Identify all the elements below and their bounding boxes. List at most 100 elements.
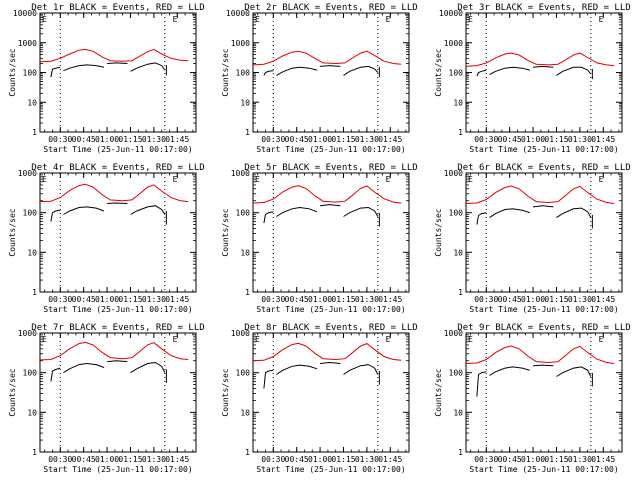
x-axis-label: Start Time (25-Jun-11 00:17:00) [43,305,192,314]
chart-title: Det 4r BLACK = Events, RED = LLD [31,163,204,173]
y-tick-label: 10 [240,98,250,107]
y-tick-label: 1 [458,288,463,297]
x-tick-label: 01:15 [118,455,142,464]
x-tick-label: 01:30 [355,455,379,464]
events-series-line [556,366,592,377]
y-tick-label: 10 [240,408,250,417]
x-tick-label: 00:45 [498,295,522,304]
detector-panel: Det 6r BLACK = Events, RED = LLD 1 10 100 10… [434,163,631,314]
x-tick-label: 01:00 [308,295,332,304]
x-tick-label: 00:30 [474,455,498,464]
x-tick-label: 01:15 [118,295,142,304]
x-axis-label: Start Time (25-Jun-11 00:17:00) [469,305,618,314]
y-tick-label: 100 [236,369,251,378]
events-series-line [63,206,105,215]
corner-flag: E [386,175,391,184]
corner-flag: E [599,15,604,24]
events-series-line [63,64,105,72]
events-series-line [263,70,274,76]
lld-series-line [39,48,189,63]
x-axis-label: Start Time (25-Jun-11 00:17:00) [43,145,192,154]
events-series-line [63,362,105,374]
y-tick-label: 1 [32,128,37,137]
plot-frame [39,12,197,133]
x-tick-label: 01:30 [568,135,592,144]
events-series-line [476,371,487,397]
x-tick-label: 00:30 [48,455,72,464]
x-axis-label: Start Time (25-Jun-11 00:17:00) [256,465,405,474]
corner-flag: E [173,15,178,24]
events-series-line [107,62,128,64]
x-axis-label: Start Time (25-Jun-11 00:17:00) [256,145,405,154]
events-series-line [533,205,554,208]
y-tick-label: 1000 [444,169,463,178]
y-tick-label: 10 [27,98,37,107]
corner-flag: E [173,335,178,344]
x-tick-label: 01:00 [95,135,119,144]
lld-series-line [252,185,402,204]
x-tick-label: 01:00 [308,135,332,144]
plot-frame [465,12,623,133]
y-tick-label: 100 [449,209,464,218]
x-tick-label: 01:15 [118,135,142,144]
x-tick-label: 00:45 [72,455,96,464]
corner-flag: E [255,175,260,184]
x-tick-label: 00:30 [474,295,498,304]
events-series-line [320,65,341,67]
events-series-line [50,367,61,382]
lld-series-line [39,341,189,361]
events-series-line [556,66,592,76]
x-tick-label: 01:45 [165,135,189,144]
y-tick-label: 1000 [231,39,250,48]
chart-title: Det 7r BLACK = Events, RED = LLD [31,323,204,333]
y-axis-label: Counts/sec [434,48,443,96]
y-tick-label: 1000 [231,329,250,338]
x-tick-label: 01:30 [355,135,379,144]
events-series-line [489,208,531,219]
events-series-line [276,206,318,217]
y-tick-label: 1 [32,448,37,457]
events-series-line [489,66,531,76]
y-tick-label: 100 [449,69,464,78]
x-tick-label: 01:00 [308,455,332,464]
y-tick-label: 1000 [231,169,250,178]
plot-frame [465,332,623,453]
events-series-line [276,364,318,375]
x-tick-label: 01:30 [142,135,166,144]
events-series-line [107,360,128,363]
x-tick-label: 00:45 [72,135,96,144]
x-tick-label: 01:45 [165,455,189,464]
chart-title: Det 3r BLACK = Events, RED = LLD [457,3,630,13]
x-tick-label: 01:30 [355,295,379,304]
y-axis-label: Counts/sec [221,48,230,96]
y-tick-label: 100 [236,69,251,78]
y-tick-label: 100 [23,69,38,78]
events-series-line [320,361,341,364]
x-tick-label: 00:30 [261,295,285,304]
y-tick-label: 1 [32,288,37,297]
x-tick-label: 01:15 [544,295,568,304]
x-axis-label: Start Time (25-Jun-11 00:17:00) [469,465,618,474]
y-tick-label: 1000 [18,39,37,48]
y-tick-label: 10 [27,408,37,417]
detector-panel: Det 3r BLACK = Events, RED = LLD 1 10 100 10… [434,3,631,154]
x-tick-label: 00:30 [261,135,285,144]
events-series-line [263,369,274,389]
x-tick-label: 01:30 [568,455,592,464]
plot-frame [252,12,410,133]
y-axis-label: Counts/sec [434,368,443,416]
y-tick-label: 100 [449,369,464,378]
events-series-line [276,66,318,76]
plot-frame [465,172,623,293]
y-tick-label: 1 [458,448,463,457]
plot-frame [252,332,410,453]
x-axis-label: Start Time (25-Jun-11 00:17:00) [256,305,405,314]
y-tick-label: 1 [245,288,250,297]
lld-series-line [465,185,615,204]
x-tick-label: 01:45 [378,455,402,464]
x-tick-label: 00:45 [72,295,96,304]
events-series-line [556,207,592,219]
y-tick-label: 1000 [444,329,463,338]
y-tick-label: 1 [245,128,250,137]
